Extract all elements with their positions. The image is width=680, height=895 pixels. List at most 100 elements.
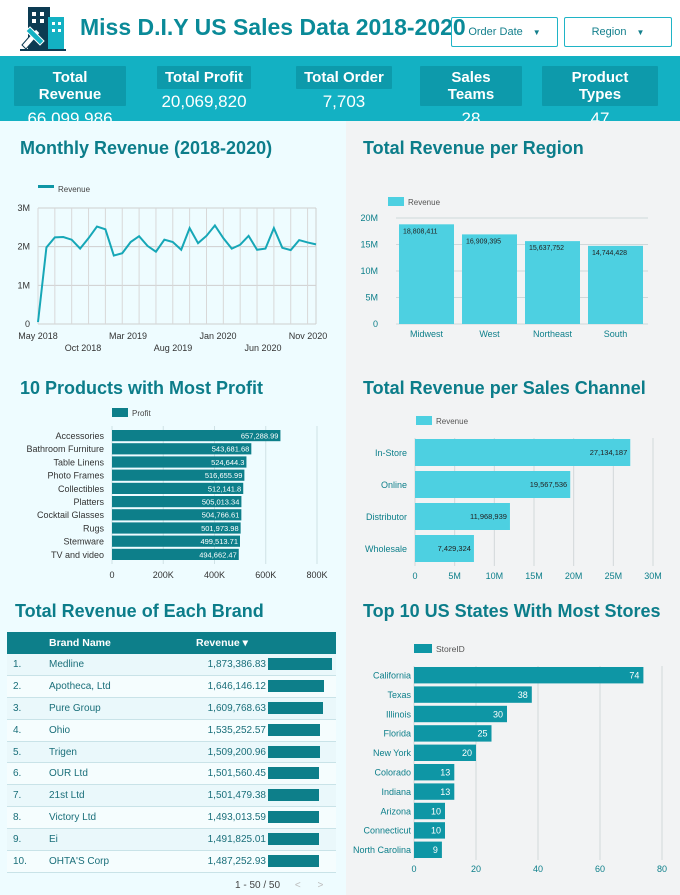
y-tick-label: Accessories <box>55 431 104 441</box>
table-row[interactable]: 1. Medline 1,873,386.83 <box>7 654 336 676</box>
table-row[interactable]: 10. OHTA'S Corp 1,487,252.93 <box>7 851 336 873</box>
table-row[interactable]: 8. Victory Ltd 1,493,013.59 <box>7 807 336 830</box>
x-tick-label: 60 <box>595 864 605 874</box>
kpi-product-types: Product Types 47 <box>542 66 658 129</box>
legend-swatch <box>414 644 432 653</box>
bar-value-label: 18,808,411 <box>403 228 438 235</box>
bar-value-label: 27,134,187 <box>590 448 628 457</box>
revenue-cell: 1,487,252.93 <box>207 856 266 868</box>
y-tick-label: 0 <box>373 319 378 329</box>
y-tick-label: Distributor <box>366 512 407 522</box>
brand-name-cell: Medline <box>49 659 85 670</box>
revenue-cell: 1,535,252.57 <box>207 724 266 736</box>
x-tick-label: Jun 2020 <box>244 343 281 353</box>
row-number: 6. <box>13 768 22 780</box>
y-tick-label: Collectibles <box>58 484 105 494</box>
table-row[interactable]: 6. OUR Ltd 1,501,560.45 <box>7 763 336 786</box>
row-number: 8. <box>13 812 22 824</box>
revenue-cell: 1,873,386.83 <box>207 659 266 670</box>
bar-value-label: 16,909,395 <box>466 238 501 245</box>
bar-value-label: 7,429,324 <box>438 544 471 553</box>
revenue-cell: 1,501,479.38 <box>207 790 266 802</box>
bar-state <box>414 822 445 839</box>
chevron-left-icon[interactable]: < <box>294 880 301 891</box>
dashboard-title: Miss D.I.Y US Sales Data 2018-2020 <box>80 14 466 40</box>
x-tick-label: 40 <box>533 864 543 874</box>
row-number: 5. <box>13 746 22 758</box>
states-stores-title: Top 10 US States With Most Stores <box>363 601 661 621</box>
legend-label: Revenue <box>436 417 469 426</box>
bar-channel <box>415 439 631 466</box>
y-tick-label: 0 <box>25 319 30 329</box>
bar-value-label: 11,968,939 <box>470 512 507 521</box>
table-body: 1. Medline 1,873,386.83 2. Apotheca, Ltd 1,64… <box>7 654 336 873</box>
revenue-cell: 1,491,825.01 <box>207 834 266 846</box>
bar-product <box>112 548 239 560</box>
house-tools-icon <box>20 7 66 51</box>
brand-revenue-title: Total Revenue of Each Brand <box>15 601 264 621</box>
x-tick-label: 600K <box>255 570 276 580</box>
x-tick-label: 30M <box>644 571 662 581</box>
kpi-total-profit: Total Profit 20,069,820 <box>146 66 262 112</box>
legend-label: Revenue <box>408 198 441 207</box>
brand-name-cell: OUR Ltd <box>49 768 88 780</box>
bar-value-label: 499,513.71 <box>200 537 238 546</box>
y-tick-label: 5M <box>365 293 378 303</box>
bar-midwest <box>399 224 454 324</box>
row-number: 1. <box>13 659 22 670</box>
region-dropdown[interactable]: Region ▼ <box>564 17 672 47</box>
x-tick-label: 5M <box>448 571 461 581</box>
bar-value-label: 512,141.8 <box>208 484 241 493</box>
y-tick-label: Table Linens <box>53 457 104 467</box>
bar-value-label: 501,973.98 <box>201 524 239 533</box>
kpi-value: 20,069,820 <box>161 92 247 111</box>
y-tick-label: Arizona <box>380 806 411 816</box>
kpi-total-order: Total Order 7,703 <box>288 66 400 112</box>
bar-product <box>112 456 247 468</box>
y-tick-label: Florida <box>383 729 411 739</box>
kpi-total-revenue: Total Revenue 66,099,986 <box>14 66 126 129</box>
x-tick-label: 0 <box>411 864 416 874</box>
table-row[interactable]: 5. Trigen 1,509,200.96 <box>7 741 336 764</box>
brand-name-cell: Pure Group <box>49 702 101 714</box>
row-number: 10. <box>13 856 27 868</box>
legend-swatch <box>38 185 54 188</box>
products-profit-title: 10 Products with Most Profit <box>20 378 264 398</box>
table-row[interactable]: 2. Apotheca, Ltd 1,646,146.12 <box>7 675 336 698</box>
bar-value-label: 524,644.3 <box>211 458 244 467</box>
revenue-cell: 1,493,013.59 <box>207 812 266 824</box>
legend-swatch <box>112 408 128 417</box>
legend-label: Profit <box>132 409 151 418</box>
kpi-sales-teams: Sales Teams 28 <box>420 66 522 129</box>
y-tick-label: Online <box>381 480 407 490</box>
brand-name-header[interactable]: Brand Name <box>49 637 111 649</box>
y-tick-label: Rugs <box>83 523 105 533</box>
table-row[interactable]: 7. 21st Ltd 1,501,479.38 <box>7 785 336 808</box>
row-number: 7. <box>13 790 22 802</box>
table-row[interactable]: 4. Ohio 1,535,252.57 <box>7 719 336 742</box>
channel-revenue-title: Total Revenue per Sales Channel <box>363 378 646 398</box>
bar-value-label: 20 <box>462 748 472 758</box>
bar-south <box>588 245 643 324</box>
revenue-header[interactable]: Revenue ▾ <box>196 637 248 649</box>
bar-value-label: 504,766.61 <box>202 511 240 520</box>
bar-northeast <box>525 241 580 324</box>
y-tick-label: Connecticut <box>363 826 411 836</box>
bar-value-label: 516,655.99 <box>205 471 243 480</box>
legend-swatch <box>388 197 404 206</box>
chevron-right-icon[interactable]: > <box>317 880 324 891</box>
brand-name-cell: Ohio <box>49 724 71 736</box>
x-tick-label: Nov 2020 <box>289 331 328 341</box>
table-row[interactable]: 9. Ei 1,491,825.01 <box>7 829 336 852</box>
x-tick-label: South <box>604 329 628 339</box>
y-tick-label: Colorado <box>374 768 411 778</box>
brand-name-cell: Apotheca, Ltd <box>49 680 111 692</box>
table-row[interactable]: 3. Pure Group 1,609,768.63 <box>7 697 336 720</box>
order-date-dropdown[interactable]: Order Date ▼ <box>451 17 558 47</box>
legend-label: Revenue <box>58 185 91 194</box>
bar-product <box>112 522 241 534</box>
bar-state <box>414 783 455 800</box>
bar-value-label: 15,637,752 <box>529 245 564 252</box>
bar-product <box>112 496 242 508</box>
bar-value-label: 13 <box>440 768 450 778</box>
